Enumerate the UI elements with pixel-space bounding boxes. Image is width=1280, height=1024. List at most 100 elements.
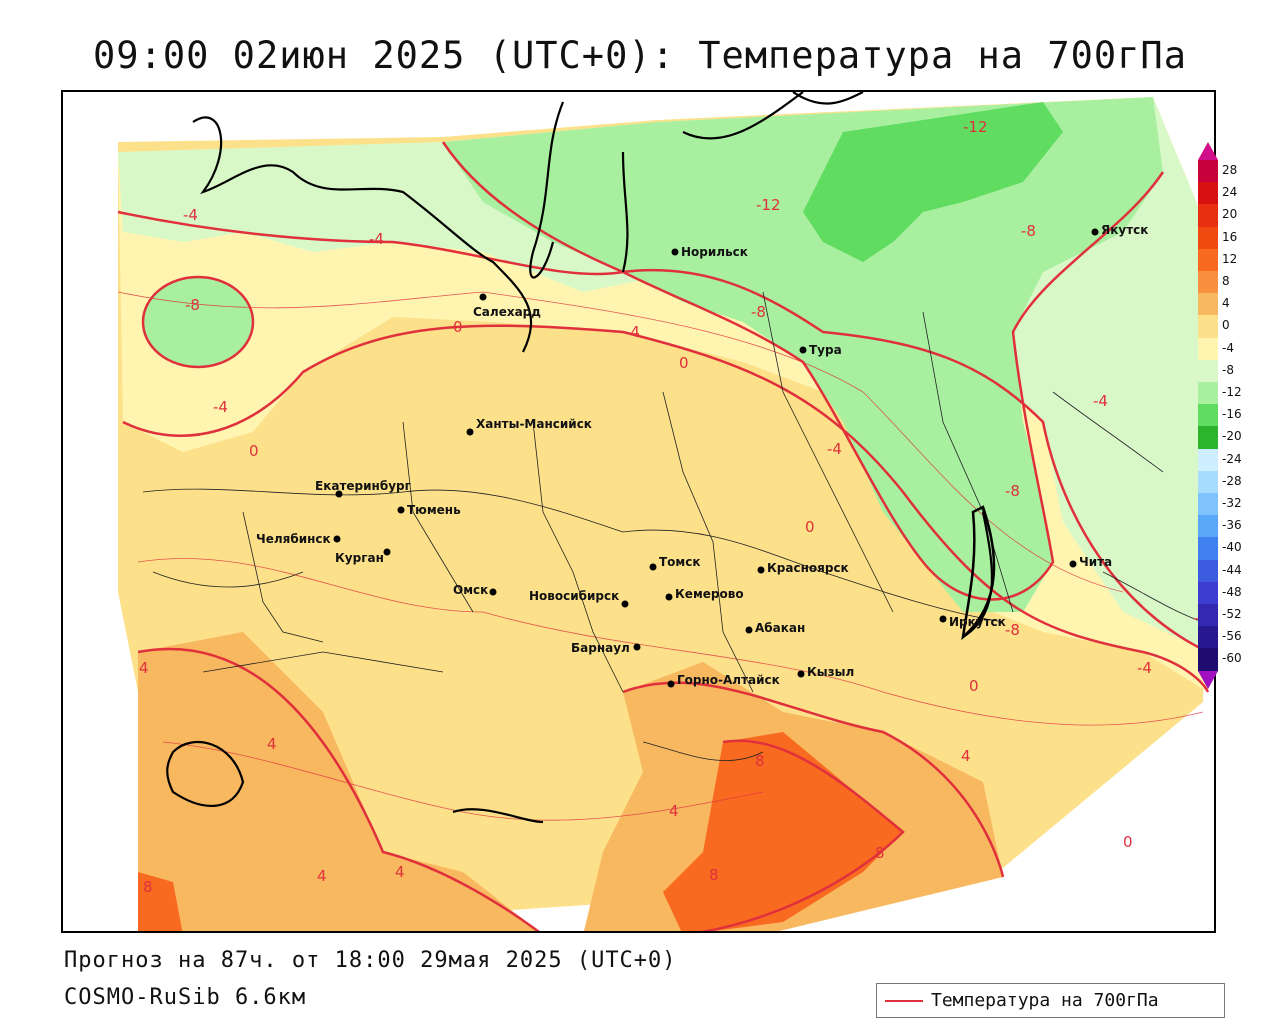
colorbar-cell — [1198, 315, 1218, 339]
colorbar-cell — [1198, 160, 1218, 183]
colorbar-cell — [1198, 648, 1218, 672]
colorbar-tick-label: 28 — [1222, 163, 1238, 177]
isotherm-label: 8 — [709, 866, 719, 884]
zone-warm-south — [138, 632, 538, 931]
city-label-yakutsk: Якутск — [1101, 223, 1148, 237]
coastline — [166, 92, 994, 824]
zone-coldest-core — [803, 102, 1063, 262]
colorbar-cell — [1198, 293, 1218, 316]
forecast-map[interactable]: Норильск Якутск Салехард Тура Ханты-Манс… — [61, 90, 1216, 933]
isotherm-label: -4 — [625, 323, 640, 341]
isotherm-label: 8 — [755, 752, 765, 770]
city-labels: Норильск Якутск Салехард Тура Ханты-Манс… — [256, 223, 1148, 687]
page-title: 09:00 02июн 2025 (UTC+0): Температура на… — [93, 34, 1187, 77]
isotherm-label: -8 — [1005, 482, 1020, 500]
isotherm-label: 0 — [1123, 833, 1133, 851]
colorbar-cell — [1198, 359, 1218, 383]
city-label-khanty-mansiysk: Ханты-Мансийск — [476, 417, 592, 431]
city-label-irkutsk: Иркутск — [949, 615, 1006, 629]
isotherm-label: -8 — [1021, 222, 1036, 240]
colorbar-tick-label: 16 — [1222, 229, 1238, 244]
map-canvas: Норильск Якутск Салехард Тура Ханты-Манс… — [117, 92, 1213, 931]
colorbar-cell — [1198, 426, 1218, 450]
isotherm-label: -4 — [1137, 659, 1152, 677]
city-label-tomsk: Томск — [659, 555, 701, 569]
isotherm-label: 0 — [969, 677, 979, 695]
colorbar-cell — [1198, 404, 1218, 427]
isotherm-label: 0 — [249, 442, 259, 460]
zone-ural-cold-spot — [143, 277, 253, 367]
colorbar-tick-label: -48 — [1222, 584, 1242, 599]
city-label-novosibirsk: Новосибирск — [529, 589, 619, 603]
city-label-gorno-altaysk: Горно-Алтайск — [677, 673, 780, 687]
city-label-abakan: Абакан — [755, 621, 805, 635]
colorbar-tick-label: 24 — [1222, 185, 1238, 200]
legend-label: Температура на 700гПа — [931, 990, 1159, 1011]
city-label-chita: Чита — [1079, 555, 1112, 569]
isotherm-label: -12 — [756, 196, 781, 214]
colorbar-tick-label: -28 — [1222, 473, 1242, 488]
colorbar-tick-label: -60 — [1222, 651, 1242, 666]
colorbar-tick-label: -12 — [1222, 385, 1242, 399]
colorbar-cell — [1198, 271, 1218, 294]
region-borders — [142, 291, 1204, 761]
isotherm-label: -8 — [185, 296, 200, 314]
city-label-krasnoyarsk: Красноярск — [767, 561, 849, 575]
colorbar-cell — [1198, 626, 1218, 649]
city-label-salekhard: Салехард — [473, 305, 541, 319]
colorbar-cell — [1198, 470, 1218, 494]
city-label-barnaul: Барнаул — [571, 641, 630, 655]
colorbar-tick-label: -4 — [1222, 340, 1234, 355]
lake-baikal — [961, 505, 996, 641]
isotherm-label: 8 — [875, 844, 885, 862]
isotherm-label: -4 — [827, 440, 842, 458]
isotherm-label: -4 — [213, 398, 228, 416]
colorbar-tick-label: 4 — [1222, 296, 1230, 311]
isotherm-label: 4 — [395, 863, 405, 881]
colorbar-cell — [1198, 515, 1218, 538]
colorbar-tick-label: -56 — [1222, 629, 1242, 644]
isotherm-label: 0 — [805, 518, 815, 536]
zone-colder-band — [443, 97, 1163, 612]
isotherm-label: 4 — [961, 747, 971, 765]
colorbar-cell — [1198, 204, 1218, 228]
colorbar-max-arrow — [1198, 142, 1218, 160]
isotherm-label: -4 — [369, 230, 384, 248]
colorbar-tick-label: -32 — [1222, 496, 1242, 510]
colorbar-cell — [1198, 581, 1218, 605]
isotherm-label: -4 — [1093, 392, 1108, 410]
colorbar-min-arrow — [1198, 670, 1218, 689]
city-label-tura: Тура — [809, 343, 842, 357]
isotherm-label: 8 — [143, 878, 153, 896]
colorbar-cell — [1198, 337, 1218, 361]
forecast-info: Прогноз на 87ч. от 18:00 29мая 2025 (UTC… — [64, 948, 677, 973]
colorbar-cell — [1198, 382, 1218, 405]
city-markers — [333, 228, 1099, 688]
city-label-norilsk: Норильск — [681, 245, 748, 259]
legend-line-swatch — [885, 999, 923, 1002]
colorbar-tick-label: -16 — [1222, 407, 1242, 422]
isotherm-label: 4 — [317, 867, 327, 885]
colorbar-tick-label: 0 — [1222, 318, 1230, 333]
colorbar-tick-label: -52 — [1222, 607, 1242, 621]
city-label-kurgan: Курган — [335, 551, 384, 565]
isotherm-label: 0 — [679, 354, 689, 372]
colorbar-tick-label: 20 — [1222, 207, 1238, 222]
fine-contours — [117, 291, 1204, 821]
isotherm-label: -12 — [963, 118, 988, 136]
model-info: COSMO-RuSib 6.6км — [64, 985, 307, 1010]
city-label-tyumen: Тюмень — [407, 503, 461, 517]
colorbar-tick-label: 8 — [1222, 274, 1230, 288]
zone-hot-west — [138, 872, 183, 931]
colorbar-tick-label: -40 — [1222, 540, 1242, 555]
colorbar-tick-label: -24 — [1222, 451, 1242, 466]
colorbar-cell — [1198, 559, 1218, 583]
colorbar-cell — [1198, 448, 1218, 472]
city-label-kemerovo: Кемерово — [675, 587, 744, 601]
city-label-kyzyl: Кызыл — [807, 665, 854, 679]
zone-hot-core — [663, 732, 903, 931]
city-label-ekaterinburg: Екатеринбург — [315, 479, 411, 493]
isotherm-label: -8 — [1005, 621, 1020, 639]
isotherm-label: 0 — [453, 318, 463, 336]
colorbar-tick-label: 12 — [1222, 251, 1238, 266]
